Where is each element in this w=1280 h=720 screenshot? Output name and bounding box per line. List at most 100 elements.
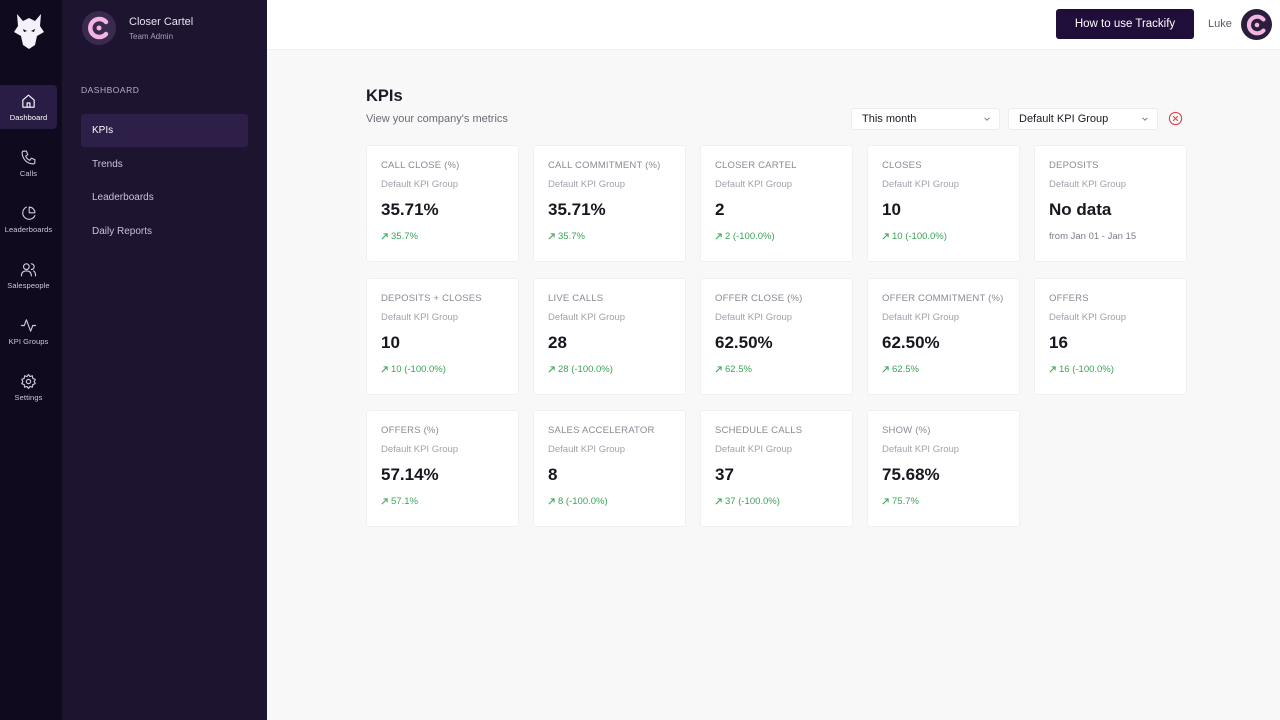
trend-up-icon	[381, 498, 388, 505]
chevron-down-icon	[1142, 117, 1148, 121]
kpi-card-title: CALL CLOSE (%)	[381, 160, 460, 171]
kpi-card[interactable]: SALES ACCELERATOR Default KPI Group 8 8 (-1…	[533, 410, 686, 527]
kpi-card-title: OFFER COMMITMENT (%)	[882, 293, 1004, 304]
kpi-card-delta-text: from Jan 01 - Jan 15	[1049, 231, 1137, 242]
kpi-card-delta: 75.7%	[882, 496, 1019, 507]
kpi-card-group: Default KPI Group	[548, 444, 626, 455]
chevron-down-icon	[984, 117, 990, 121]
kpi-card-group: Default KPI Group	[548, 312, 626, 323]
trend-up-icon	[715, 498, 722, 505]
kpi-card-delta: 62.5%	[715, 364, 852, 375]
kpi-card-delta: 37 (-100.0%)	[715, 496, 852, 507]
kpi-card-delta: from Jan 01 - Jan 15	[1049, 231, 1186, 242]
trend-up-icon	[715, 233, 722, 240]
kpi-card-title: DEPOSITS + CLOSES	[381, 293, 482, 304]
subnav-item-trends[interactable]: Trends	[92, 159, 123, 170]
trend-up-icon	[381, 233, 388, 240]
kpi-card[interactable]: DEPOSITS Default KPI Group No data from Jan…	[1034, 145, 1187, 262]
kpi-card-delta-text: 8 (-100.0%)	[558, 496, 608, 507]
kpi-card-title: OFFER CLOSE (%)	[715, 293, 803, 304]
kpi-card-title: SALES ACCELERATOR	[548, 425, 655, 436]
kpi-card-delta-text: 16 (-100.0%)	[1059, 364, 1114, 375]
kpi-card[interactable]: OFFER COMMITMENT (%) Default KPI Group 62.…	[867, 278, 1020, 395]
kpi-card-delta: 62.5%	[882, 364, 1019, 375]
user-name: Luke	[1208, 18, 1232, 30]
kpi-card-group: Default KPI Group	[882, 312, 960, 323]
kpi-card-value: 28	[548, 333, 567, 352]
kpi-group-select-value: Default KPI Group	[1019, 113, 1109, 125]
subnav-item-kpis[interactable]: KPIs	[81, 114, 248, 147]
avatar[interactable]	[1241, 9, 1272, 40]
rail-item-kpi-groups[interactable]: KPI Groups	[0, 309, 57, 353]
rail-item-dashboard[interactable]: Dashboard	[0, 85, 57, 129]
top-bar: How to use Trackify Luke	[267, 0, 1280, 50]
org-role: Team Admin	[129, 31, 174, 41]
kpi-card-delta: 16 (-100.0%)	[1049, 364, 1186, 375]
kpi-card-delta: 35.7%	[548, 231, 685, 242]
trend-up-icon	[1049, 366, 1056, 373]
kpi-card-title: OFFERS (%)	[381, 425, 439, 436]
wolf-logo-icon[interactable]	[13, 12, 45, 50]
kpi-card-title: CLOSER CARTEL	[715, 160, 797, 171]
kpi-card-title: CALL COMMITMENT (%)	[548, 160, 661, 171]
kpi-card-value: No data	[1049, 200, 1112, 219]
kpi-card[interactable]: CALL COMMITMENT (%) Default KPI Group 35.7…	[533, 145, 686, 262]
kpi-card-group: Default KPI Group	[715, 312, 793, 323]
user-logo-icon	[1246, 14, 1266, 35]
rail-item-leaderboards[interactable]: Leaderboards	[0, 197, 57, 241]
kpi-card-group: Default KPI Group	[882, 179, 960, 190]
kpi-card-group: Default KPI Group	[381, 312, 459, 323]
kpi-card-delta: 57.1%	[381, 496, 518, 507]
rail-item-label: Leaderboards	[4, 224, 53, 234]
trend-up-icon	[715, 366, 722, 373]
rail-item-label: Settings	[14, 392, 43, 402]
trend-up-icon	[548, 366, 555, 373]
kpi-card[interactable]: CALL CLOSE (%) Default KPI Group 35.71% 35.…	[366, 145, 519, 262]
subnav-item-daily-reports[interactable]: Daily Reports	[92, 226, 153, 237]
clear-filter-icon[interactable]	[1168, 111, 1183, 126]
kpi-card-delta: 35.7%	[381, 231, 518, 242]
phone-icon	[21, 150, 36, 164]
kpi-card[interactable]: OFFERS (%) Default KPI Group 57.14% 57.1%	[366, 410, 519, 527]
kpi-card[interactable]: SCHEDULE CALLS Default KPI Group 37 37 (-10…	[700, 410, 853, 527]
kpi-card-delta-text: 57.1%	[391, 496, 418, 507]
kpi-card-delta-text: 10 (-100.0%)	[391, 364, 446, 375]
kpi-card-value: 8	[548, 465, 558, 484]
org-switcher[interactable]: Closer Cartel Team Admin	[82, 11, 193, 45]
rail-item-settings[interactable]: Settings	[0, 365, 57, 409]
subnav-item-leaderboards[interactable]: Leaderboards	[92, 192, 154, 203]
kpi-card-group: Default KPI Group	[381, 179, 459, 190]
rail-item-label: Salespeople	[7, 280, 50, 290]
kpi-card-value: 62.50%	[882, 333, 940, 352]
page-title: KPIs	[366, 87, 403, 105]
kpi-card-delta: 2 (-100.0%)	[715, 231, 852, 242]
secondary-sidebar: Closer Cartel Team Admin DASHBOARD KPIs …	[62, 0, 267, 720]
how-to-use-button[interactable]: How to use Trackify	[1056, 9, 1194, 39]
rail-item-salespeople[interactable]: Salespeople	[0, 253, 57, 297]
kpi-card-delta: 8 (-100.0%)	[548, 496, 685, 507]
kpi-card-delta: 28 (-100.0%)	[548, 364, 685, 375]
trend-up-icon	[548, 233, 555, 240]
kpi-group-select[interactable]: Default KPI Group	[1008, 108, 1158, 130]
home-icon	[22, 94, 35, 108]
kpi-card[interactable]: OFFERS Default KPI Group 16 16 (-100.0%)	[1034, 278, 1187, 395]
kpi-card[interactable]: CLOSES Default KPI Group 10 10 (-100.0%)	[867, 145, 1020, 262]
kpi-card[interactable]: LIVE CALLS Default KPI Group 28 28 (-100.0%…	[533, 278, 686, 395]
kpi-card-value: 75.68%	[882, 465, 940, 484]
kpi-card[interactable]: CLOSER CARTEL Default KPI Group 2 2 (-100.0…	[700, 145, 853, 262]
rail-item-calls[interactable]: Calls	[0, 141, 57, 185]
kpi-card-delta-text: 62.5%	[725, 364, 752, 375]
subnav-section-label: DASHBOARD	[81, 85, 140, 95]
kpi-card-value: 2	[715, 200, 725, 219]
trend-up-icon	[548, 498, 555, 505]
kpi-card-value: 16	[1049, 333, 1068, 352]
period-select[interactable]: This month	[851, 108, 1000, 130]
kpi-card-title: OFFERS	[1049, 293, 1089, 304]
kpi-card[interactable]: OFFER CLOSE (%) Default KPI Group 62.50% 62…	[700, 278, 853, 395]
trend-up-icon	[882, 233, 889, 240]
icon-rail: Dashboard Calls Leaderboards Salespeople…	[0, 0, 62, 720]
kpi-card[interactable]: SHOW (%) Default KPI Group 75.68% 75.7%	[867, 410, 1020, 527]
kpi-card[interactable]: DEPOSITS + CLOSES Default KPI Group 10 10 (…	[366, 278, 519, 395]
kpi-card-delta-text: 62.5%	[892, 364, 919, 375]
kpi-card-group: Default KPI Group	[548, 179, 626, 190]
